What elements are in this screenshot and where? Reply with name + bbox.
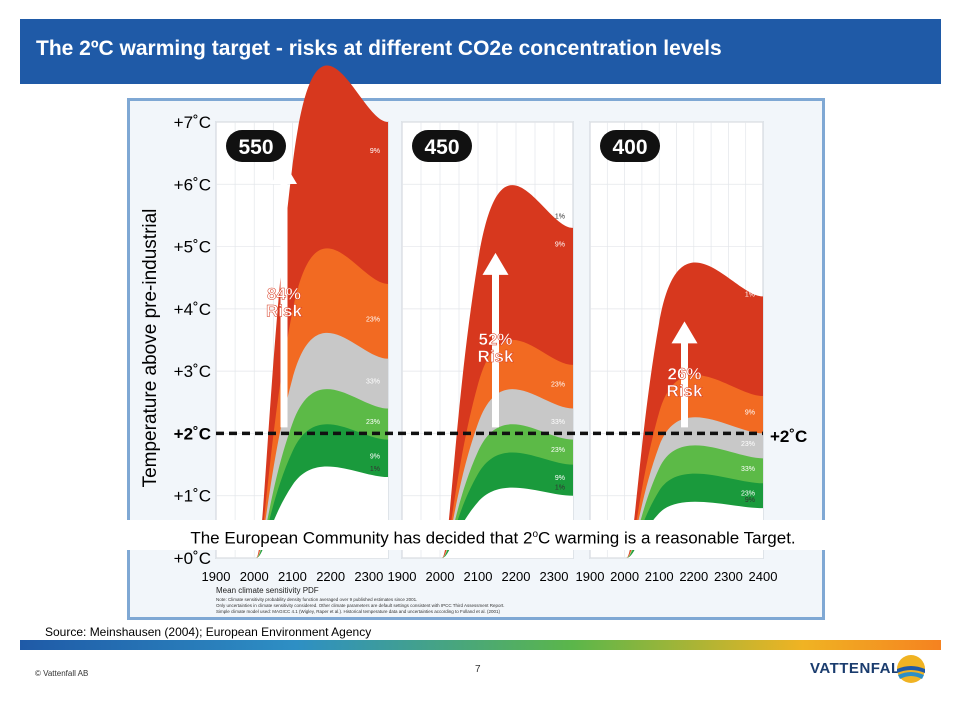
caption-text-end: C warming is a reasonable Target. <box>538 528 796 548</box>
risk-percent: 84% <box>267 285 301 304</box>
band-percent-label: 1% <box>555 484 565 491</box>
band-percent-label: 9% <box>745 410 755 417</box>
vattenfall-logo-icon <box>897 655 925 683</box>
band-percent-label: 9% <box>555 475 565 482</box>
y-tick-label: +6˚C <box>174 175 211 194</box>
risk-arrow-head <box>671 321 698 344</box>
chart-note-1: Note: Climate sensitivity probability de… <box>216 597 417 602</box>
band-percent-label: 9% <box>555 242 565 249</box>
band-percent-label: 9% <box>745 497 755 504</box>
band-percent-label: 23% <box>741 441 755 448</box>
x-tick-label: 1900 <box>388 569 417 584</box>
concentration-label: 550 <box>238 136 273 159</box>
concentration-label: 450 <box>424 136 459 159</box>
concentration-badge <box>412 130 472 162</box>
band-percent-label: 1% <box>370 466 380 473</box>
band-percent-label: 23% <box>551 382 565 389</box>
risk-word: Risk <box>667 381 703 400</box>
y-tick-label: +4˚C <box>174 300 211 319</box>
chart-panel-550: 9% 23% 33% 23% 9% 1% 84%Risk 550 1900 2000 2100 220… <box>202 65 389 584</box>
chart-panel-450: 1% 9% 23% 33% 23% 9% 1% 52%Risk 450 1900 2000 2100 2… <box>388 121 574 584</box>
x-tick-label: 2200 <box>316 569 345 584</box>
x-tick-label: 2200 <box>502 569 531 584</box>
chart-note-2: Only uncertainties in climate sensitivit… <box>216 603 505 608</box>
concentration-badge <box>600 130 660 162</box>
caption-superscript: o <box>532 529 538 540</box>
x-tick-label: 1900 <box>202 569 231 584</box>
caption-text: The European Community has decided that … <box>190 528 533 548</box>
y-tick-label: +0˚C <box>174 549 211 568</box>
band-percent-label: 33% <box>551 419 565 426</box>
band-percent-label: 23% <box>741 491 755 498</box>
concentration-label: 400 <box>612 136 647 159</box>
band-percent-label: 23% <box>366 419 380 426</box>
risk-percent: 52% <box>478 330 512 349</box>
x-tick-label: 2400 <box>749 569 778 584</box>
band-percent-label: 23% <box>551 447 565 454</box>
band-percent-label: 1% <box>555 214 565 221</box>
x-tick-label: 2000 <box>610 569 639 584</box>
risk-word: Risk <box>478 347 514 366</box>
y-tick-label: +1˚C <box>174 487 211 506</box>
caption: The European Community has decided that … <box>58 520 928 550</box>
y-axis-label: Temperature above pre-industrial <box>140 209 161 488</box>
x-tick-label: 2000 <box>426 569 455 584</box>
band-percent-label: 9% <box>370 148 380 155</box>
x-tick-label: 2000 <box>240 569 269 584</box>
page-number: 7 <box>475 664 481 675</box>
source-note: Source: Meinshausen (2004); European Env… <box>45 625 372 639</box>
band-percent-label: 33% <box>741 466 755 473</box>
x-tick-label: 2100 <box>278 569 307 584</box>
slide-title: The 2ºC warming target - risks at differ… <box>36 37 722 60</box>
chart-note-3: Simple climate model used: MAGICC 4.1 (W… <box>216 609 501 614</box>
y-tick-label: +5˚C <box>174 238 211 257</box>
band-percent-label: 33% <box>366 379 380 386</box>
band-percent-label: 9% <box>370 453 380 460</box>
gradient-bar <box>20 640 941 650</box>
y-tick-label: +7˚C <box>174 113 211 132</box>
band-percent-label: 23% <box>366 316 380 323</box>
legend-title: Mean climate sensitivity PDF <box>216 586 319 595</box>
x-tick-label: 1900 <box>576 569 605 584</box>
x-tick-label: 2300 <box>540 569 569 584</box>
x-tick-label: 2300 <box>714 569 743 584</box>
x-tick-label: 2300 <box>354 569 383 584</box>
title-bar: The 2ºC warming target - risks at differ… <box>20 19 941 84</box>
risk-arrow-head <box>271 162 297 184</box>
y-tick-label: +3˚C <box>174 362 211 381</box>
copyright: © Vattenfall AB <box>35 669 89 678</box>
risk-percent: 26% <box>667 364 701 383</box>
x-tick-label: 2100 <box>464 569 493 584</box>
y-tick-label: +2˚C <box>174 424 211 443</box>
x-tick-label: 2100 <box>645 569 674 584</box>
concentration-badge <box>226 130 286 162</box>
target-label: +2˚C <box>770 427 807 446</box>
x-tick-label: 2200 <box>679 569 708 584</box>
risk-arrow-head <box>482 252 509 275</box>
risk-word: Risk <box>266 302 302 321</box>
brand-name: VATTENFALL <box>810 660 911 677</box>
band-percent-label: 1% <box>745 291 755 298</box>
